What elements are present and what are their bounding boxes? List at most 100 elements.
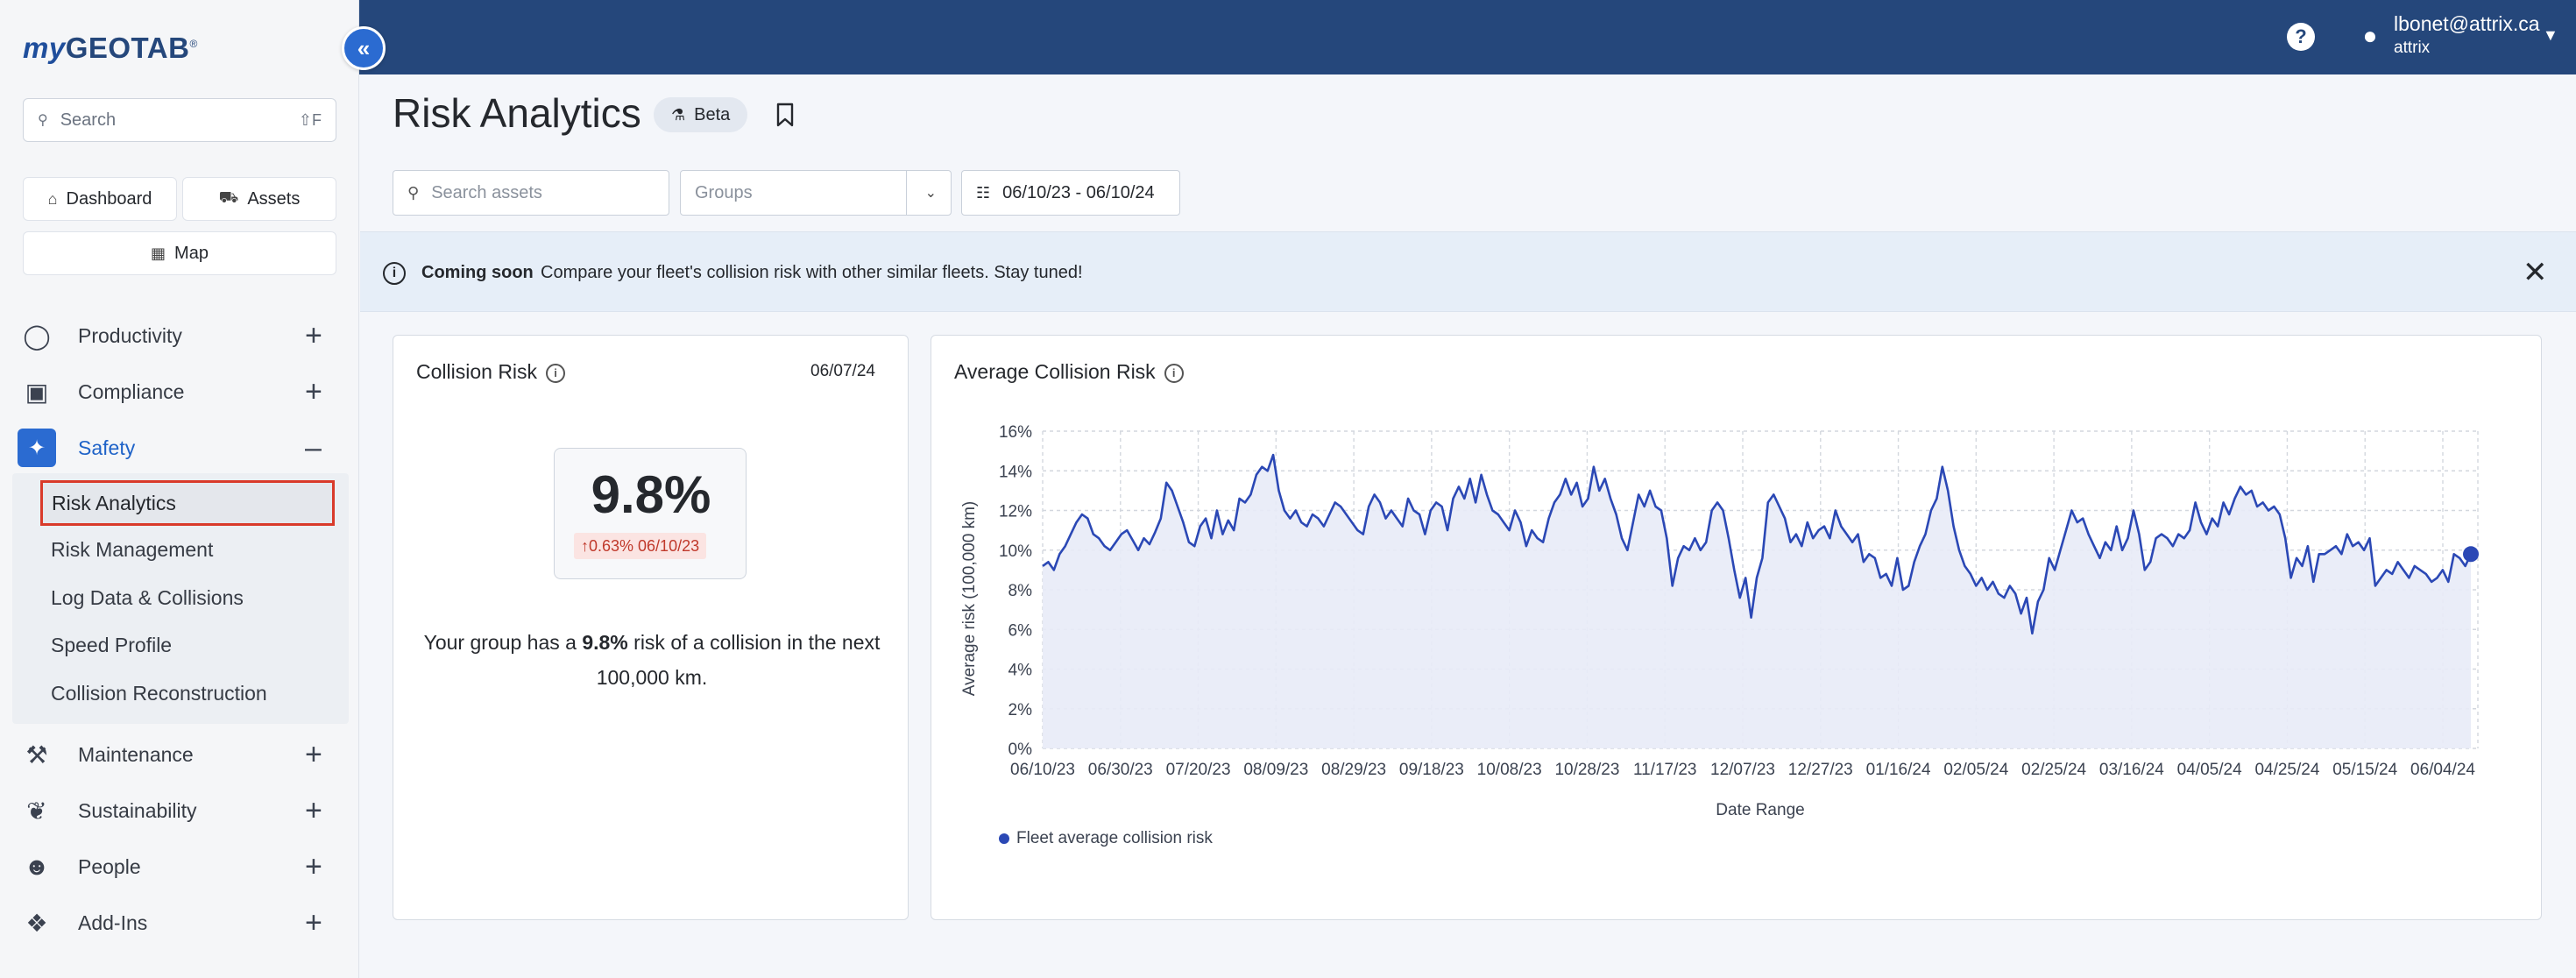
logo-geotab: GEOTAB [65,32,190,64]
legend-marker [999,833,1009,844]
x-tick-label: 06/04/24 [2410,761,2475,779]
y-tick-label: 0% [1008,741,1033,759]
info-icon: i [383,262,406,285]
info-icon[interactable]: i [546,363,566,383]
series-end-point [2463,546,2479,563]
search-assets-placeholder: Search assets [431,182,542,202]
y-tick-label: 8% [1008,582,1033,600]
chevron-down-icon[interactable]: ⌄ [924,186,937,201]
sidebar: myGEOTAB® ⚲ Search ⇧F ⌂ Dashboard ⛟ Assets… [0,0,359,978]
sidebar-item-people[interactable]: ☻ People + [0,841,359,892]
x-tick-label: 09/18/23 [1399,761,1464,779]
kpi-value: 9.8% [591,465,711,524]
calendar-icon: ☷ [976,183,991,202]
banner-message: Compare your fleet's collision risk with… [541,263,1083,282]
info-icon[interactable]: i [1164,363,1184,383]
x-tick-label: 07/20/23 [1166,761,1231,779]
series-area [1043,455,2471,748]
x-tick-label: 01/16/24 [1866,761,1931,779]
mygeotab-logo[interactable]: myGEOTAB® [23,32,198,65]
page-title: Risk Analytics [393,90,641,136]
dashboard-label: Dashboard [66,188,152,209]
sidebar-item-productivity[interactable]: ◯ Productivity + [0,310,359,361]
user-name[interactable]: lbonet@attrix.ca [2394,12,2540,35]
search-assets-input[interactable]: ⚲ Search assets [393,170,669,216]
collision-risk-date: 06/07/24 [810,362,875,380]
sidebar-item-label: Productivity [78,323,182,347]
search-shortcut: ⇧F [298,110,322,129]
beta-label: Beta [694,104,731,124]
y-tick-label: 6% [1008,621,1033,640]
map-icon: ▦ [151,244,166,262]
x-tick-label: 02/25/24 [2021,761,2086,779]
close-icon[interactable]: ✕ [2523,256,2548,289]
expand-icon[interactable]: + [305,793,322,827]
y-tick-label: 14% [999,463,1032,481]
collapse-section-icon[interactable]: – [305,430,322,464]
leaf-icon: ❦ [26,797,47,825]
sidebar-item-add-ins[interactable]: ❖ Add-Ins + [0,897,359,948]
x-tick-label: 02/05/24 [1943,761,2008,779]
date-range-button[interactable]: ☷ 06/10/23 - 06/10/24 [961,170,1180,216]
chart-legend[interactable]: Fleet average collision risk [999,829,1213,848]
top-bar [359,0,2576,74]
help-icon[interactable]: ? [2287,23,2315,51]
groups-select[interactable]: Groups ⌄ [680,170,952,216]
people-icon: ☻ [24,853,50,880]
expand-icon[interactable]: + [305,905,322,939]
sidebar-item-safety[interactable]: ✦ Safety – [0,422,359,473]
sidebar-item-label: Compliance [78,379,185,403]
collision-risk-description: Your group has a 9.8% risk of a collisio… [420,625,884,695]
collision-risk-kpi: 9.8% ↑0.63% 06/10/23 [554,448,747,579]
user-org: attrix [2394,39,2431,57]
caret-down-icon[interactable]: ▼ [2543,26,2558,44]
date-range-value: 06/10/23 - 06/10/24 [1002,182,1155,202]
sidebar-subitem-risk-analytics[interactable]: Risk Analytics [40,480,335,526]
x-tick-label: 06/30/23 [1088,761,1153,779]
collapse-sidebar-button[interactable]: « [342,26,386,70]
sidebar-subitem-collision-reconstruction[interactable]: Collision Reconstruction [51,682,267,705]
description-pre: Your group has a [423,631,583,654]
y-tick-label: 16% [999,423,1032,442]
average-collision-risk-title: Average Collision Risk i [954,360,1184,384]
sidebar-item-compliance[interactable]: ▣ Compliance + [0,366,359,417]
coming-soon-banner: i Coming soon Compare your fleet's colli… [360,231,2576,312]
flask-icon: ⚗ [671,105,686,124]
sidebar-search-placeholder: Search [60,110,117,130]
bookmark-icon[interactable] [775,102,796,128]
x-tick-label: 08/29/23 [1321,761,1386,779]
x-tick-label: 06/10/23 [1010,761,1075,779]
x-tick-label: 08/09/23 [1243,761,1308,779]
home-icon: ⌂ [47,189,58,208]
sidebar-subitem-log-data[interactable]: Log Data & Collisions [51,586,244,609]
assets-button[interactable]: ⛟ Assets [182,177,336,221]
sidebar-subitem-speed-profile[interactable]: Speed Profile [51,634,173,656]
truck-icon: ⛟ [218,188,239,206]
y-tick-label: 2% [1008,701,1033,719]
sidebar-subitem-risk-management[interactable]: Risk Management [51,538,214,561]
user-icon[interactable]: ● [2362,22,2378,49]
wrench-icon: ⚒ [25,741,48,769]
x-tick-label: 10/08/23 [1477,761,1542,779]
sidebar-item-label: Safety [78,436,136,459]
sidebar-item-sustainability[interactable]: ❦ Sustainability + [0,785,359,836]
collision-risk-card: Collision Risk i 06/07/24 9.8% ↑0.63% 06/… [393,335,909,920]
x-tick-label: 03/16/24 [2099,761,2164,779]
beta-badge: ⚗ Beta [654,97,748,132]
x-tick-label: 12/07/23 [1710,761,1775,779]
sidebar-item-label: People [78,854,141,878]
dashboard-button[interactable]: ⌂ Dashboard [23,177,177,221]
search-icon: ⚲ [407,183,420,202]
expand-icon[interactable]: + [305,849,322,883]
expand-icon[interactable]: + [305,374,322,408]
sidebar-item-maintenance[interactable]: ⚒ Maintenance + [0,729,359,780]
map-button[interactable]: ▦ Map [23,231,336,275]
expand-icon[interactable]: + [305,737,322,771]
x-tick-label: 11/17/23 [1633,761,1697,779]
expand-icon[interactable]: + [305,318,322,352]
series-line [1042,453,2473,635]
sidebar-item-label: Add-Ins [78,911,148,934]
y-tick-label: 10% [999,542,1032,561]
sidebar-search-input[interactable]: ⚲ Search ⇧F [23,98,336,142]
y-tick-label: 12% [999,503,1032,521]
